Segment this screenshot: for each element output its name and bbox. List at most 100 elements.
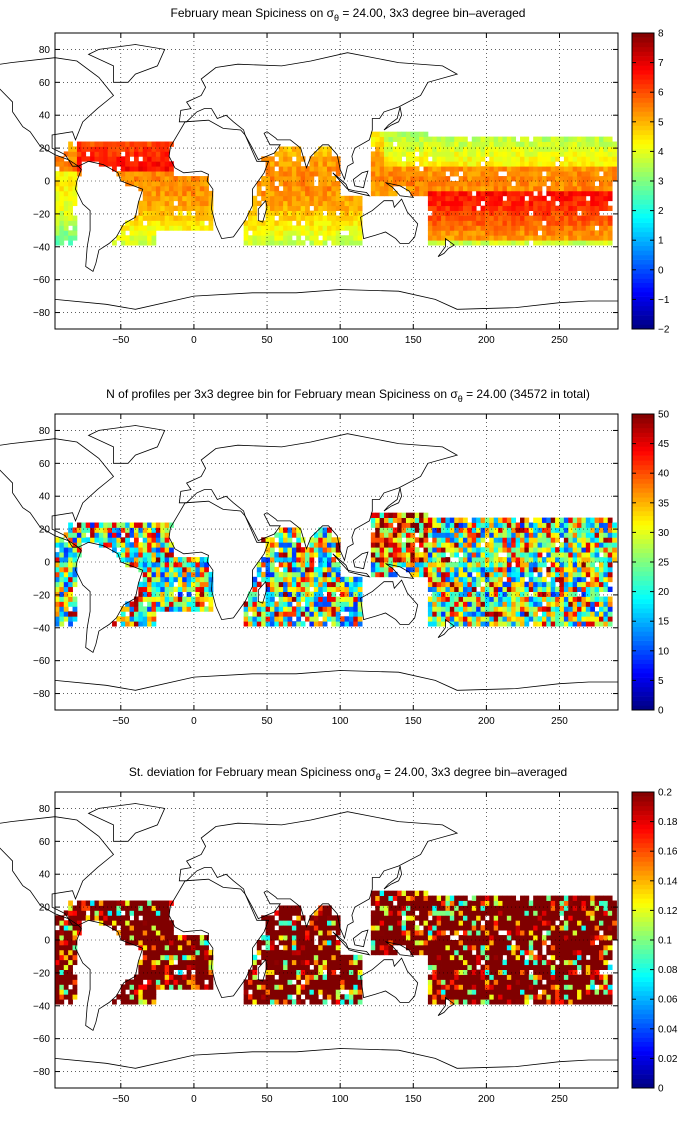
data-cell xyxy=(55,621,60,627)
data-cell xyxy=(335,542,341,548)
data-cell xyxy=(348,611,354,617)
data-cell xyxy=(322,547,328,553)
data-cell xyxy=(59,974,65,980)
data-cell xyxy=(441,591,446,597)
data-cell xyxy=(300,176,306,182)
data-cell xyxy=(511,601,517,607)
data-cell xyxy=(199,969,205,975)
data-cell xyxy=(458,562,464,568)
data-cell xyxy=(195,606,201,612)
data-cell xyxy=(85,527,91,533)
data-cell xyxy=(612,146,617,152)
data-cell xyxy=(309,949,315,956)
data-cell xyxy=(169,959,174,966)
data-cell xyxy=(107,910,113,916)
data-cell xyxy=(335,235,341,241)
data-cell xyxy=(147,581,152,588)
data-cell xyxy=(199,562,205,568)
data-cell xyxy=(204,225,209,231)
data-cell xyxy=(142,925,148,931)
data-cell xyxy=(265,925,271,931)
data-cell xyxy=(300,215,306,221)
data-cell xyxy=(445,566,451,573)
data-cell xyxy=(436,586,442,592)
data-cell xyxy=(68,566,73,573)
data-cell xyxy=(151,989,157,995)
data-cell xyxy=(147,601,152,607)
data-cell xyxy=(445,190,451,197)
data-cell xyxy=(322,979,328,985)
data-cell xyxy=(502,537,508,543)
data-cell xyxy=(515,200,521,207)
data-cell xyxy=(318,606,324,612)
data-cell xyxy=(489,566,495,573)
data-cell xyxy=(55,616,60,622)
data-cell xyxy=(467,566,473,573)
data-cell xyxy=(331,215,337,221)
data-cell xyxy=(423,517,429,523)
data-cell xyxy=(103,905,109,911)
data-cell xyxy=(68,181,73,187)
data-cell xyxy=(506,562,512,568)
data-cell xyxy=(151,616,157,622)
data-cell xyxy=(133,940,139,946)
data-cell xyxy=(476,225,481,231)
data-cell xyxy=(572,181,578,187)
data-cell xyxy=(577,240,582,246)
data-cell xyxy=(133,935,139,941)
data-cell xyxy=(287,532,293,538)
data-cell xyxy=(598,185,604,192)
data-cell xyxy=(441,176,446,182)
data-cell xyxy=(76,920,82,926)
data-cell xyxy=(318,915,324,921)
data-cell xyxy=(195,591,201,597)
data-cell xyxy=(484,557,490,563)
data-cell xyxy=(173,586,179,592)
data-cell xyxy=(68,586,73,592)
data-cell xyxy=(300,591,306,597)
data-cell xyxy=(471,532,477,538)
data-cell xyxy=(186,200,192,207)
data-cell xyxy=(208,195,214,202)
data-cell xyxy=(326,151,332,157)
data-cell xyxy=(585,581,591,588)
data-cell xyxy=(607,566,613,573)
data-cell xyxy=(300,240,306,246)
x-tick-label: −50 xyxy=(112,716,129,727)
data-cell xyxy=(169,984,174,990)
data-cell xyxy=(467,166,473,172)
data-cell xyxy=(72,146,78,152)
data-cell xyxy=(305,235,310,241)
data-cell xyxy=(344,974,350,980)
data-cell xyxy=(353,230,359,236)
data-cell xyxy=(546,596,552,602)
data-cell xyxy=(199,954,205,961)
data-cell xyxy=(265,185,271,192)
data-cell xyxy=(427,616,433,622)
data-cell xyxy=(445,576,451,583)
data-cell xyxy=(603,537,609,543)
data-cell xyxy=(142,527,148,533)
data-cell xyxy=(68,576,73,583)
data-cell xyxy=(568,547,574,553)
data-cell xyxy=(445,606,451,612)
data-cell xyxy=(484,181,490,187)
x-tick-label: 200 xyxy=(478,335,495,346)
data-cell xyxy=(287,210,293,216)
data-cell xyxy=(59,581,65,588)
data-cell xyxy=(568,517,574,523)
data-cell xyxy=(441,542,446,548)
coastline-africa xyxy=(168,119,270,240)
data-cell xyxy=(186,954,192,961)
data-cell xyxy=(598,586,604,592)
data-cell xyxy=(269,542,275,548)
data-cell xyxy=(129,240,135,246)
data-cell xyxy=(541,562,547,568)
data-cell xyxy=(541,547,547,553)
data-cell xyxy=(147,925,152,931)
data-cell xyxy=(506,527,512,533)
data-cell xyxy=(441,181,446,187)
data-cell xyxy=(563,141,569,147)
data-cell xyxy=(458,621,464,627)
data-cell xyxy=(498,210,503,216)
